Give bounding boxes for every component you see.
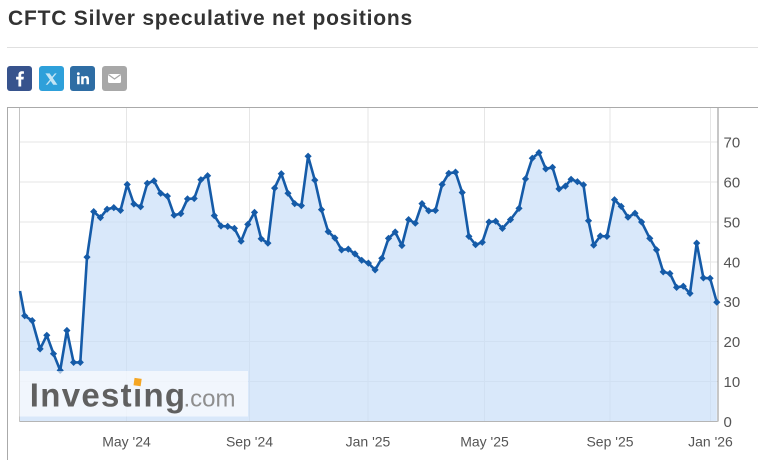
svg-text:0: 0 bbox=[724, 414, 732, 431]
svg-text:Sep '24: Sep '24 bbox=[226, 433, 273, 449]
svg-text:.com: .com bbox=[184, 386, 236, 413]
svg-text:Jan '26: Jan '26 bbox=[688, 433, 733, 449]
svg-text:May '25: May '25 bbox=[460, 433, 509, 449]
svg-text:20: 20 bbox=[724, 334, 741, 351]
svg-text:May '24: May '24 bbox=[102, 433, 151, 449]
svg-text:50: 50 bbox=[724, 214, 741, 231]
svg-text:60: 60 bbox=[724, 175, 741, 192]
svg-text:Investıng: Investıng bbox=[30, 377, 187, 414]
svg-text:70: 70 bbox=[724, 135, 741, 152]
svg-text:40: 40 bbox=[724, 254, 741, 271]
svg-text:Jan '25: Jan '25 bbox=[346, 433, 391, 449]
svg-text:30: 30 bbox=[724, 294, 741, 311]
svg-text:Sep '25: Sep '25 bbox=[586, 433, 633, 449]
svg-text:10: 10 bbox=[724, 374, 741, 391]
